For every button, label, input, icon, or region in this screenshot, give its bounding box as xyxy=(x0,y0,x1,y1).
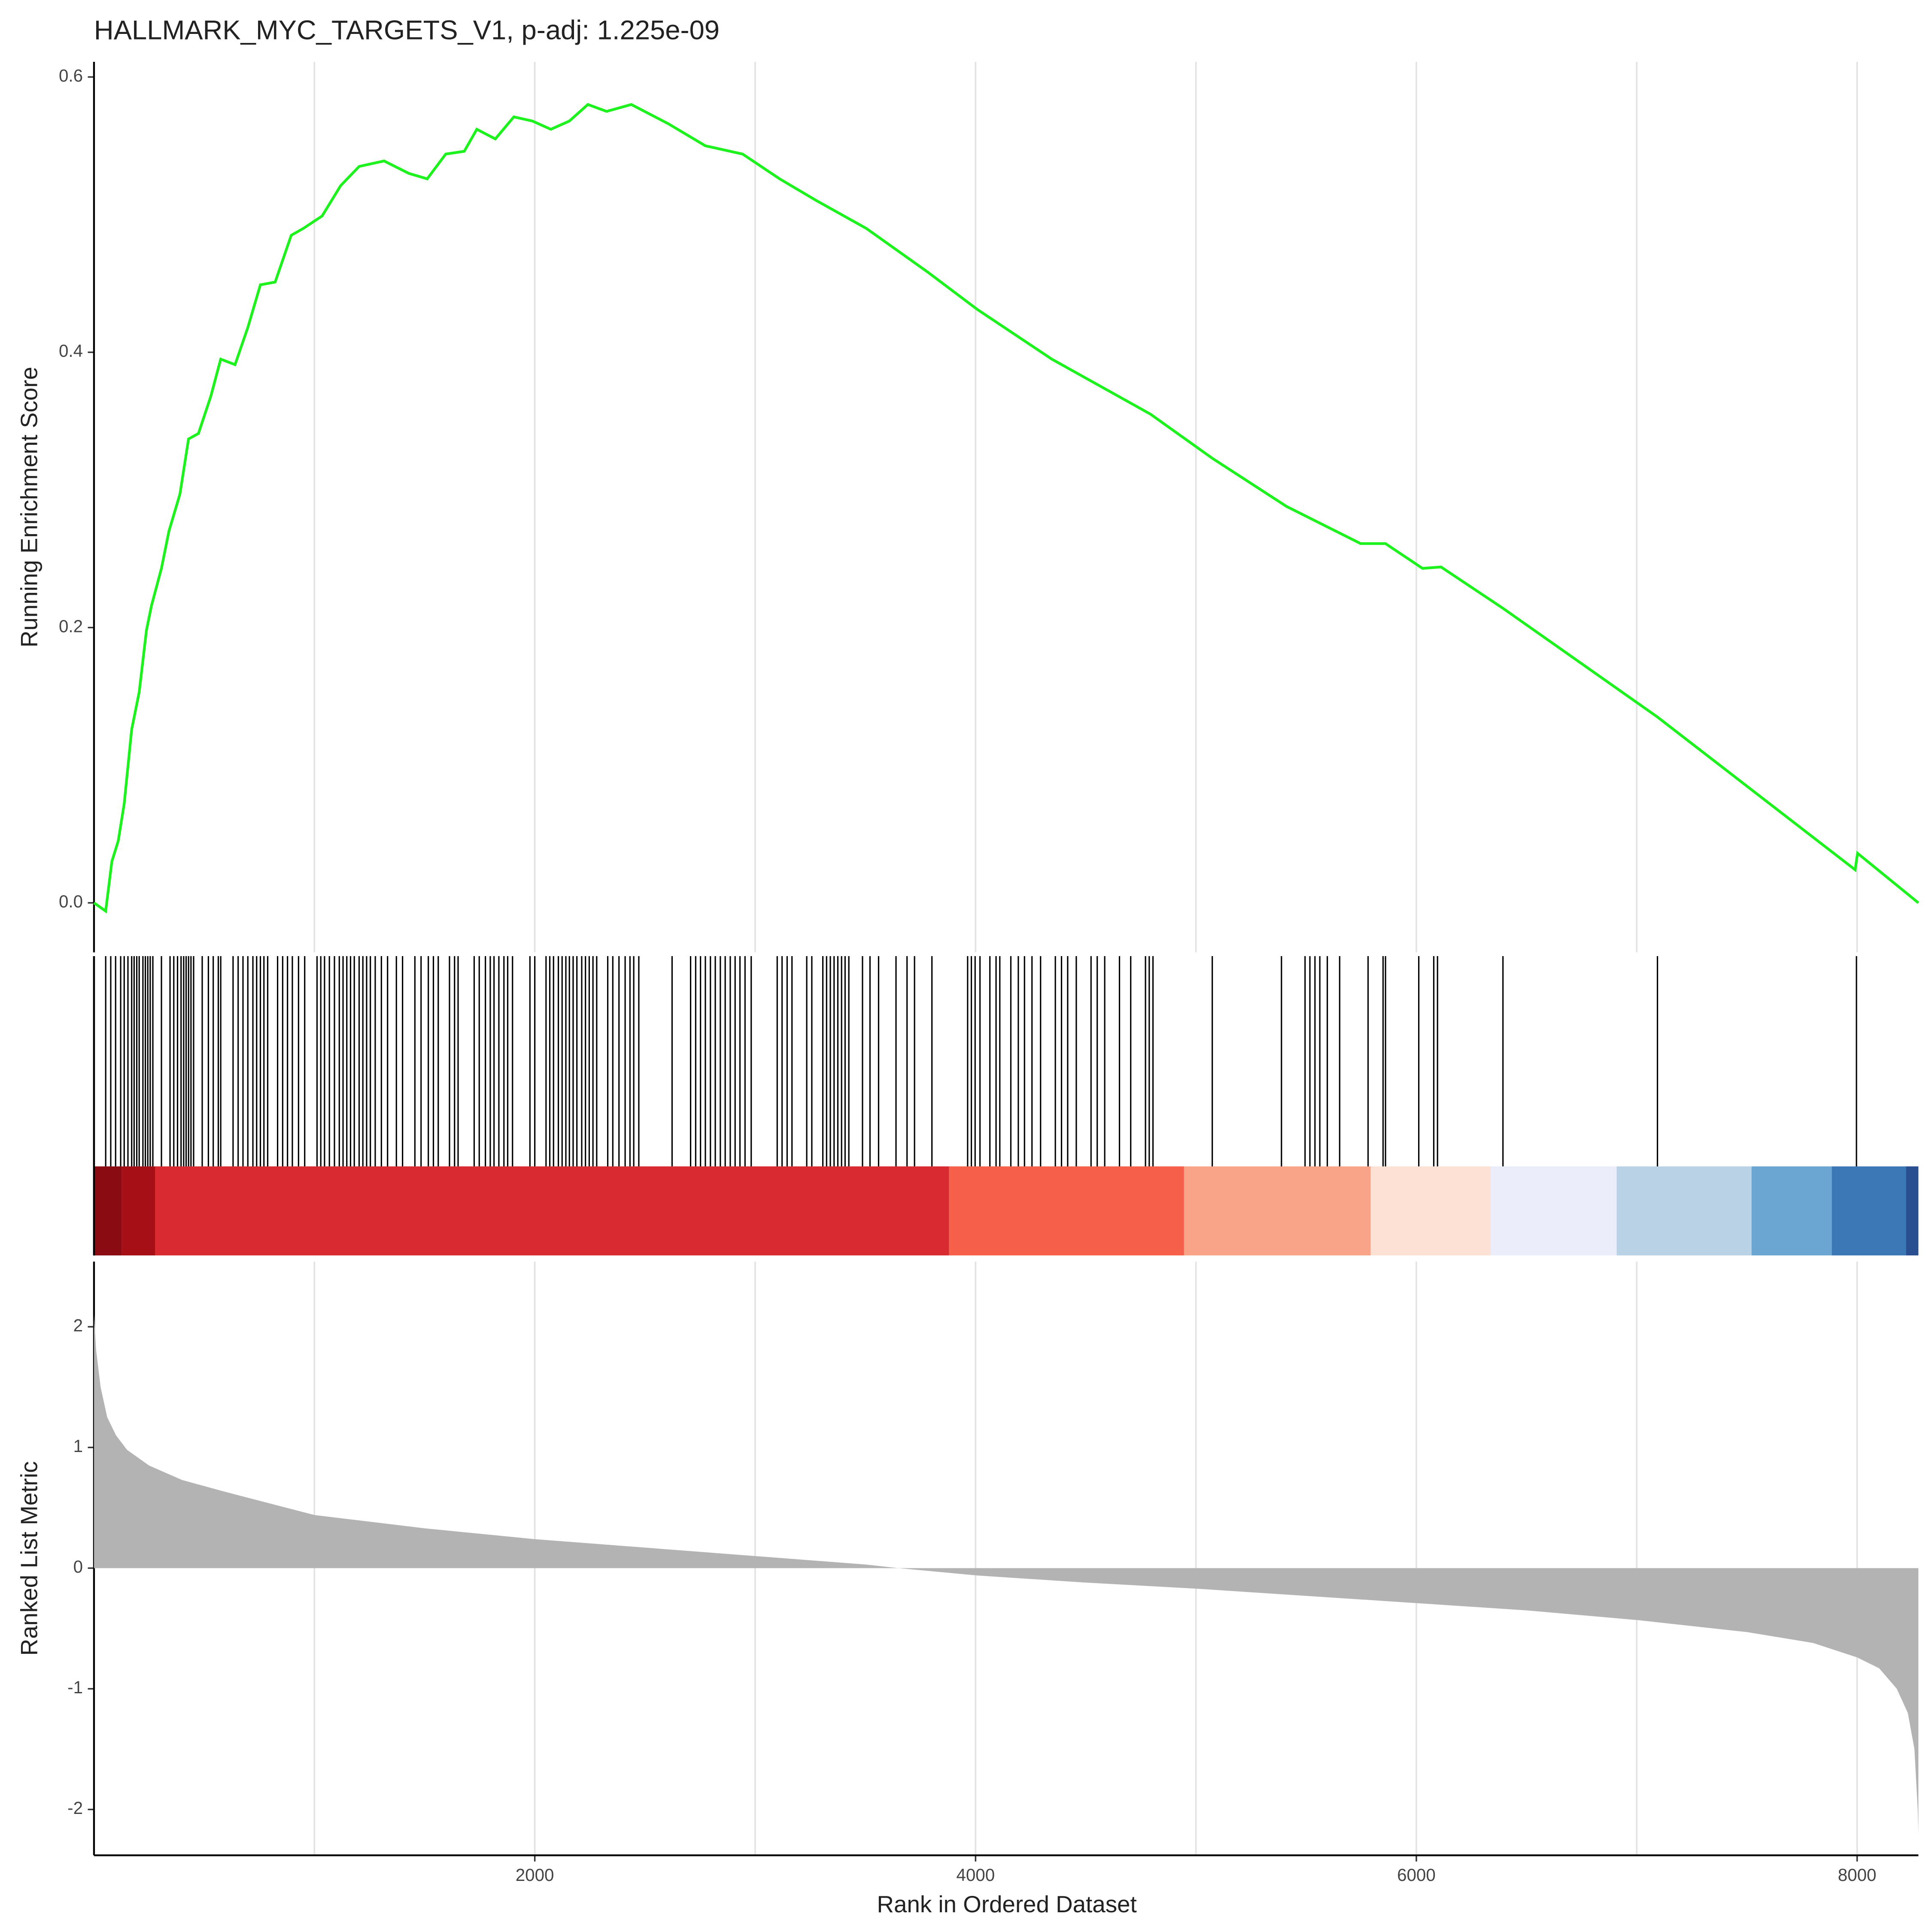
color-band xyxy=(1751,1166,1832,1256)
chart-title: HALLMARK_MYC_TARGETS_V1, p-adj: 1.225e-0… xyxy=(94,15,720,46)
x-axis-label: Rank in Ordered Dataset xyxy=(877,1891,1136,1917)
color-band xyxy=(1184,1166,1371,1256)
y-tick-label: 1 xyxy=(73,1436,83,1456)
y-axis-label: Running Enrichment Score xyxy=(15,367,42,647)
enrichment-line xyxy=(93,103,1920,914)
y-tick-label: 0.4 xyxy=(59,341,83,361)
y-axis-label: Ranked List Metric xyxy=(15,1461,42,1656)
color-band xyxy=(94,1166,122,1256)
color-band xyxy=(1370,1166,1491,1256)
color-band xyxy=(1906,1166,1919,1256)
x-tick-label: 4000 xyxy=(956,1865,995,1885)
y-tick-label: -1 xyxy=(67,1677,83,1697)
x-tick-label: 2000 xyxy=(516,1865,554,1885)
color-band xyxy=(122,1166,155,1256)
x-tick-label: 8000 xyxy=(1838,1865,1877,1885)
y-tick-label: 0 xyxy=(73,1557,83,1577)
y-tick-label: 0.6 xyxy=(59,66,83,85)
y-tick-label: 2 xyxy=(73,1315,83,1335)
color-band xyxy=(155,1166,949,1256)
y-tick-label: -2 xyxy=(67,1798,83,1818)
x-tick-label: 6000 xyxy=(1397,1865,1436,1885)
color-band xyxy=(1490,1166,1617,1256)
metric-area xyxy=(94,1315,1919,1834)
y-tick-label: 0.2 xyxy=(59,616,83,636)
color-band xyxy=(1832,1166,1906,1256)
y-tick-label: 0.0 xyxy=(59,892,83,911)
color-band xyxy=(949,1166,1184,1256)
color-band xyxy=(1616,1166,1752,1256)
